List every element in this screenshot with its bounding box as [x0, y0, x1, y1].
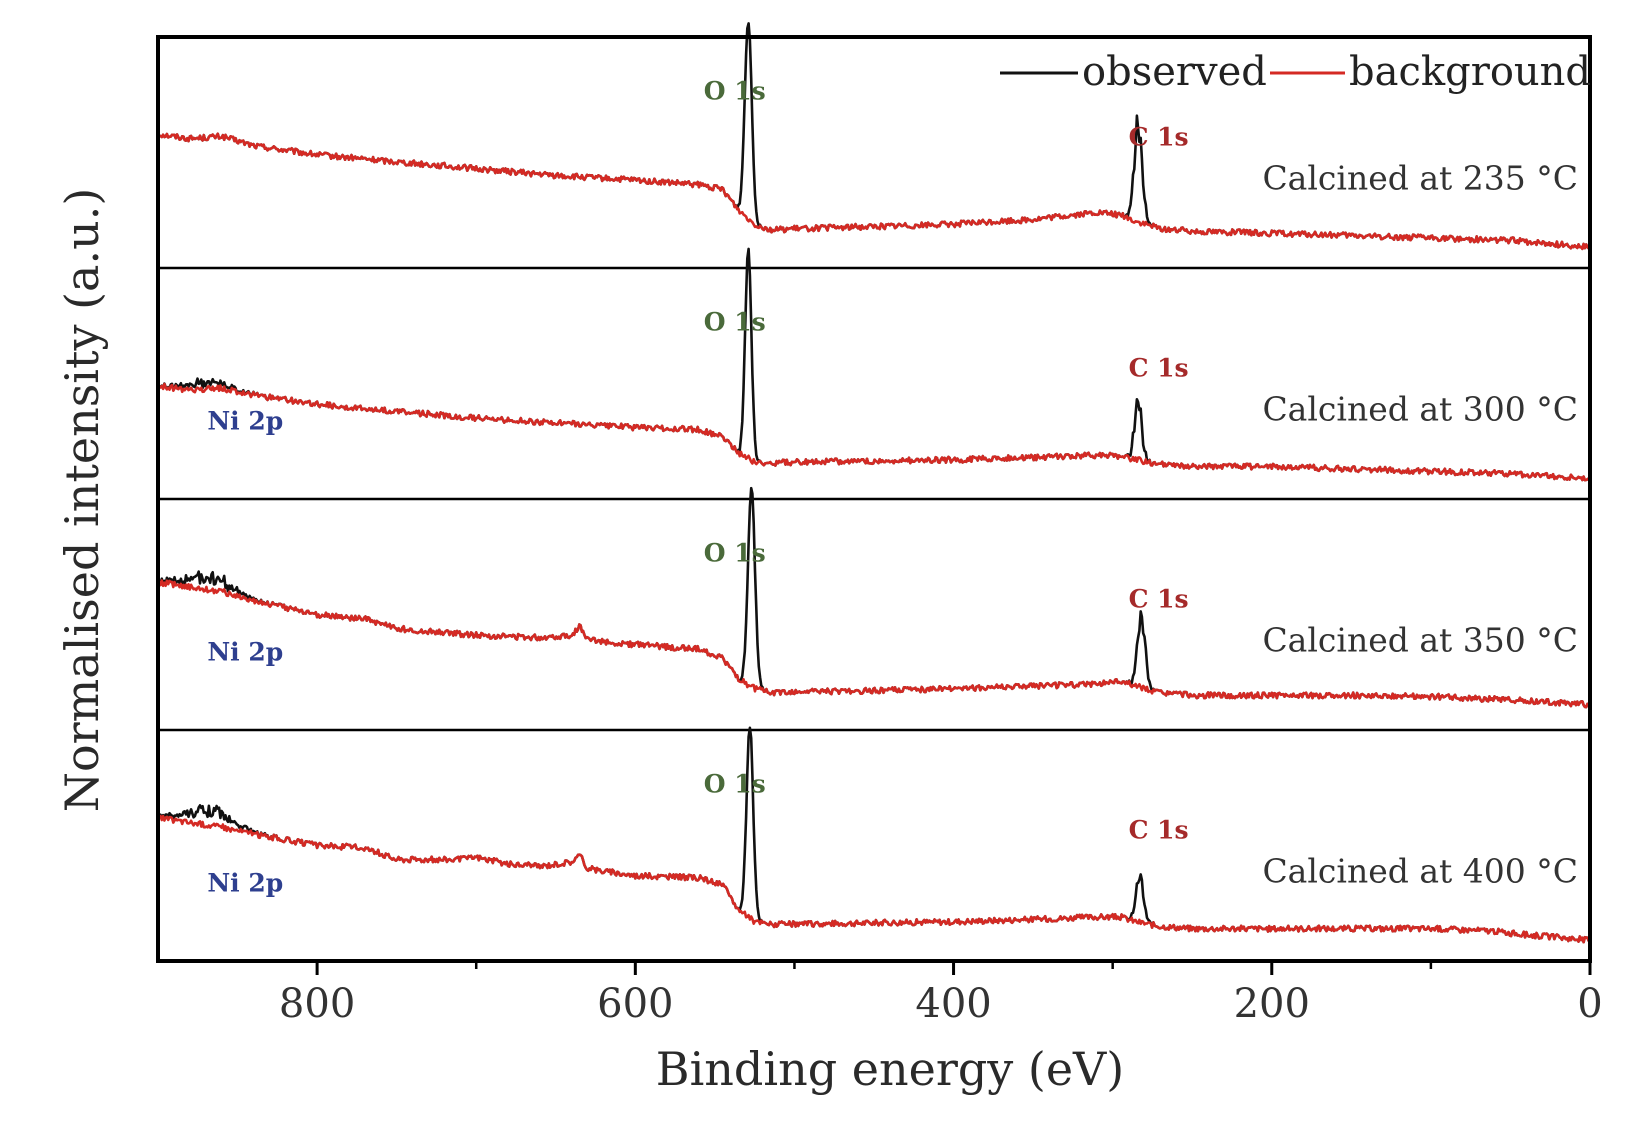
ni2p-peak-label: Ni 2p: [207, 869, 283, 898]
condition-label: Calcined at 350 °C: [1262, 620, 1578, 659]
x-tick-label: 400: [915, 981, 991, 1027]
plot-frame: [156, 35, 1592, 963]
background-series-line: [156, 814, 1591, 944]
x-axis-title: Binding energy (eV): [656, 1042, 1124, 1096]
c1s-peak-label: C 1s: [1129, 123, 1189, 152]
ni2p-peak-label: Ni 2p: [207, 638, 283, 667]
legend-background-label: background: [1349, 49, 1591, 95]
panel-3: Calcined at 350 °C O 1s C 1s Ni 2p: [156, 486, 1592, 709]
x-tick-label: 800: [279, 981, 355, 1027]
panel-4: Calcined at 400 °C O 1s C 1s Ni 2p: [156, 726, 1591, 944]
background-series-line: [156, 579, 1592, 709]
x-tick-label: 0: [1577, 981, 1602, 1027]
panel-1: Calcined at 235 °C O 1s C 1s: [157, 22, 1592, 251]
panel-2: Calcined at 300 °C O 1s C 1s Ni 2p: [157, 247, 1592, 482]
c1s-peak-label: C 1s: [1129, 816, 1189, 845]
condition-label: Calcined at 235 °C: [1262, 158, 1578, 197]
condition-label: Calcined at 400 °C: [1262, 851, 1578, 890]
observed-series-line: [157, 247, 1592, 482]
condition-label: Calcined at 300 °C: [1262, 389, 1578, 428]
legend: observed background: [1000, 49, 1591, 95]
ni2p-peak-label: Ni 2p: [207, 407, 283, 436]
legend-observed-label: observed: [1082, 49, 1267, 95]
o1s-peak-label: O 1s: [704, 769, 766, 798]
observed-series-line: [156, 726, 1591, 944]
o1s-peak-label: O 1s: [704, 538, 766, 567]
x-tick-label: 200: [1234, 981, 1310, 1027]
background-series-line: [157, 132, 1592, 251]
y-axis-title: Normalised intensity (a.u.): [55, 188, 109, 813]
background-series-line: [157, 382, 1592, 482]
c1s-peak-label: C 1s: [1129, 354, 1189, 383]
observed-series-line: [156, 486, 1592, 709]
o1s-peak-label: O 1s: [704, 76, 766, 105]
x-tick-label: 600: [597, 981, 673, 1027]
c1s-peak-label: C 1s: [1129, 585, 1189, 614]
o1s-peak-label: O 1s: [704, 307, 766, 336]
